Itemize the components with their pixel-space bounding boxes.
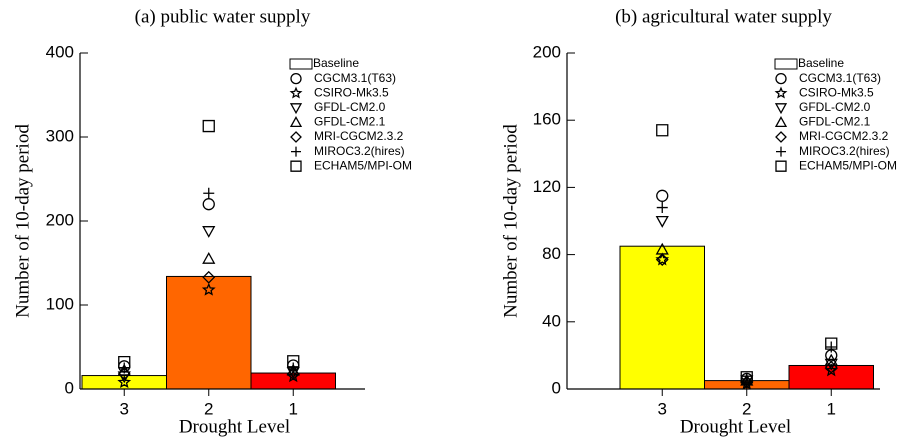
x-tick-label: 2 bbox=[742, 399, 751, 418]
x-tick-label: 1 bbox=[827, 399, 836, 418]
marker bbox=[290, 131, 302, 143]
y-axis-label: Number of 10-day period bbox=[12, 124, 33, 318]
marker bbox=[655, 253, 669, 267]
x-tick-label: 2 bbox=[204, 399, 213, 418]
y-tick-label: 400 bbox=[46, 42, 74, 61]
legend-label: ECHAM5/MPI-OM bbox=[799, 158, 897, 172]
marker bbox=[287, 355, 300, 368]
y-tick-label: 0 bbox=[65, 378, 74, 397]
marker bbox=[117, 367, 131, 381]
y-tick-label: 100 bbox=[46, 294, 74, 313]
marker bbox=[291, 146, 301, 157]
x-axis-label: Drought Level bbox=[680, 416, 791, 437]
x-axis-label: Drought Level bbox=[179, 416, 290, 437]
y-tick-label: 80 bbox=[542, 244, 561, 263]
y-tick-label: 160 bbox=[533, 110, 561, 129]
marker bbox=[656, 202, 668, 214]
marker bbox=[289, 86, 303, 99]
legend-swatch bbox=[289, 58, 313, 70]
bar bbox=[619, 245, 705, 390]
legend-label: MIROC3.2(hires) bbox=[799, 144, 890, 158]
x-tick-label: 3 bbox=[120, 399, 129, 418]
x-tick-label: 3 bbox=[658, 399, 667, 418]
marker bbox=[202, 226, 216, 238]
marker bbox=[201, 282, 216, 296]
marker bbox=[776, 146, 786, 157]
marker bbox=[774, 86, 788, 99]
legend-label: GFDL-CM2.1 bbox=[314, 115, 386, 129]
legend-label: MRI-CGCM2.3.2 bbox=[314, 129, 404, 143]
marker bbox=[287, 362, 299, 374]
legend-swatch bbox=[774, 58, 798, 70]
marker bbox=[656, 124, 669, 137]
marker bbox=[774, 103, 788, 115]
x-tick-label: 1 bbox=[289, 399, 298, 418]
y-tick-label: 200 bbox=[533, 42, 561, 61]
legend-label: CGCM3.1(T63) bbox=[314, 71, 396, 85]
legend-label: GFDL-CM2.0 bbox=[799, 100, 871, 114]
marker bbox=[775, 72, 787, 85]
marker bbox=[286, 367, 300, 381]
chart-title: (b) agricultural water supply bbox=[615, 6, 832, 27]
legend-label: MRI-CGCM2.3.2 bbox=[799, 129, 889, 143]
marker bbox=[202, 251, 216, 264]
legend-label: GFDL-CM2.0 bbox=[314, 100, 386, 114]
legend-label: CSIRO-Mk3.5 bbox=[799, 85, 874, 99]
marker bbox=[289, 116, 303, 128]
y-tick-label: 120 bbox=[533, 177, 561, 196]
marker bbox=[775, 160, 787, 172]
marker bbox=[655, 215, 669, 228]
marker bbox=[825, 337, 838, 350]
legend-label: Baseline bbox=[313, 56, 359, 70]
legend-label: ECHAM5/MPI-OM bbox=[314, 158, 412, 172]
legend-label: CSIRO-Mk3.5 bbox=[314, 85, 389, 99]
marker bbox=[202, 198, 215, 211]
legend-label: Baseline bbox=[798, 56, 844, 70]
marker bbox=[202, 119, 215, 133]
marker bbox=[118, 355, 131, 369]
y-tick-label: 300 bbox=[46, 126, 74, 145]
legend-label: MIROC3.2(hires) bbox=[314, 144, 405, 158]
y-tick-label: 40 bbox=[542, 311, 561, 330]
marker bbox=[740, 371, 753, 384]
marker bbox=[824, 360, 838, 374]
y-axis-label: Number of 10-day period bbox=[500, 124, 521, 318]
marker bbox=[117, 363, 131, 376]
marker bbox=[290, 160, 302, 172]
marker bbox=[286, 363, 300, 376]
marker bbox=[202, 270, 216, 284]
marker bbox=[290, 72, 302, 85]
legend-label: CGCM3.1(T63) bbox=[799, 71, 881, 85]
bar bbox=[166, 275, 252, 390]
y-tick-label: 0 bbox=[552, 378, 561, 397]
marker bbox=[775, 131, 787, 143]
chart-title: (a) public water supply bbox=[135, 6, 311, 27]
marker bbox=[656, 189, 669, 202]
marker bbox=[117, 375, 132, 389]
marker bbox=[825, 341, 837, 353]
legend-label: GFDL-CM2.1 bbox=[799, 115, 871, 129]
marker bbox=[740, 375, 754, 389]
y-tick-label: 200 bbox=[46, 210, 74, 229]
marker bbox=[824, 353, 838, 366]
marker bbox=[289, 103, 303, 115]
marker bbox=[203, 187, 215, 199]
marker bbox=[774, 116, 788, 128]
